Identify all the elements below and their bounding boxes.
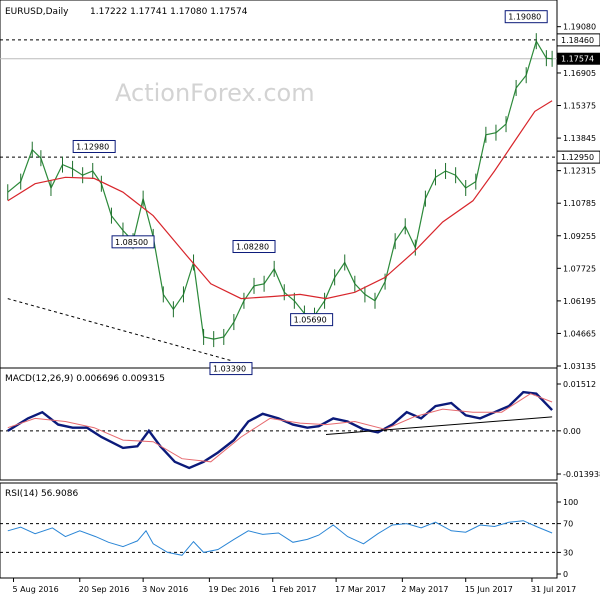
price-level-box [556, 150, 600, 164]
rsi-line [7, 520, 553, 556]
rsi-y-tick-label: 100 [563, 498, 578, 507]
rsi-y-tick-label: 70 [563, 520, 573, 529]
annotation-box [504, 10, 548, 24]
annotation-label: 1.05690 [294, 316, 327, 325]
x-tick-label: 5 Aug 2016 [13, 585, 59, 594]
macd-y-ticks: 0.01512 0.00 -0.013938 [557, 380, 600, 479]
annotation-label: 1.12980 [76, 142, 109, 151]
ohlc-label: 1.17222 1.17741 1.17080 1.17574 [90, 7, 248, 17]
price-y-tick-label: 1.10785 [563, 199, 596, 208]
x-tick-label: 31 Jul 2017 [531, 585, 576, 594]
annotation-label: 1.19080 [508, 13, 541, 22]
annotation-box [209, 362, 253, 376]
symbol-label: EURUSD,Daily [5, 7, 69, 17]
price-y-tick-label: 1.12315 [563, 167, 596, 176]
price-level-box [556, 33, 600, 47]
rsi-panel-frame [0, 482, 558, 579]
price-levels: 1.18460 1.12950 1.17574 [0, 33, 600, 164]
annotation-box [290, 313, 334, 327]
price-panel-frame [0, 0, 558, 369]
annotation-label: 1.08500 [115, 238, 148, 247]
x-axis: 5 Aug 2016 20 Sep 2016 3 Nov 2016 19 Dec 20… [13, 578, 576, 594]
macd-line [7, 390, 553, 470]
price-series [7, 33, 553, 362]
rsi-series [0, 520, 557, 556]
x-tick-label: 19 Dec 2016 [208, 585, 259, 594]
price-annotations: 1.19080 1.12980 1.08500 1.08280 1.05690 1.033… [72, 10, 548, 376]
x-tick-label: 1 Feb 2017 [272, 585, 317, 594]
macd-series [7, 390, 553, 470]
macd-title: MACD(12,26,9) 0.006696 0.009315 [5, 374, 165, 384]
moving-average-line [7, 100, 553, 300]
price-level-label: 1.12950 [561, 153, 594, 162]
rsi-title: RSI(14) 56.9086 [5, 489, 78, 499]
price-y-tick-label: 1.03135 [563, 362, 596, 371]
price-level-label: 1.18460 [561, 36, 594, 45]
annotation-box [232, 240, 276, 254]
macd-y-tick-label: 0.01512 [563, 380, 596, 389]
annotation-box [72, 139, 116, 153]
macd-y-tick-label: 0.00 [563, 427, 581, 436]
annotation-box [111, 235, 155, 249]
price-y-tick-label: 1.09255 [563, 232, 596, 241]
price-y-tick-label: 1.19080 [563, 23, 596, 32]
macd-signal-line [7, 393, 553, 463]
macd-panel-frame [0, 367, 558, 481]
rsi-y-tick-label: 30 [563, 548, 573, 557]
price-y-tick-label: 1.16905 [563, 69, 596, 78]
x-tick-label: 15 Jun 2017 [465, 585, 513, 594]
price-y-ticks: 1.19080 1.18460 1.17574 1.16905 1.15375 1.138… [557, 23, 596, 371]
x-tick-label: 17 Mar 2017 [335, 585, 386, 594]
annotation-label: 1.08280 [236, 243, 269, 252]
watermark: ActionForex.com [115, 79, 315, 107]
rsi-y-tick-label: 0 [563, 570, 568, 579]
rsi-y-ticks: 100 70 30 0 [557, 498, 578, 579]
current-price-box [557, 52, 600, 65]
price-y-tick-label: 1.04665 [563, 329, 596, 338]
annotation-label: 1.03390 [213, 365, 246, 374]
x-tick-label: 2 May 2017 [401, 585, 448, 594]
support-trendline [7, 298, 232, 362]
price-y-tick-label: 1.15375 [563, 102, 596, 111]
price-y-tick-label: 1.07725 [563, 264, 596, 273]
x-tick-label: 20 Sep 2016 [79, 585, 130, 594]
price-y-tick-label: 1.13845 [563, 134, 596, 143]
price-level-label: 1.17574 [561, 55, 594, 64]
macd-y-tick-label: -0.013938 [563, 470, 600, 479]
macd-trendline [325, 416, 553, 436]
x-tick-label: 3 Nov 2016 [142, 585, 188, 594]
price-y-tick-label: 1.06195 [563, 297, 596, 306]
